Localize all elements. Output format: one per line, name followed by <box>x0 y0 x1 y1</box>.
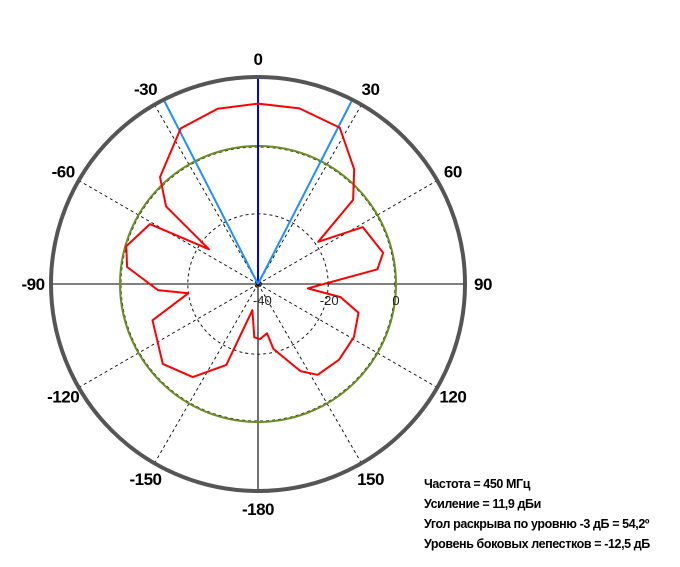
angle-label: 120 <box>439 388 466 407</box>
angular-grid-spoke <box>154 104 259 285</box>
frequency-text: Частота = 450 МГц <box>424 477 530 491</box>
radial-label: -20 <box>320 293 339 308</box>
angle-label: -120 <box>47 388 79 407</box>
gain-text: Усиление = 11,9 дБи <box>424 497 541 511</box>
angle-label: -90 <box>21 275 44 294</box>
beamwidth-text: Угол раскрыва по уровню -3 дБ = 54,2º <box>424 517 650 531</box>
angle-label: -150 <box>129 470 161 489</box>
angular-grid-spoke <box>257 104 362 285</box>
angle-label: 90 <box>474 275 492 294</box>
angular-grid-spoke <box>154 283 259 464</box>
radiation-pattern-line <box>125 102 385 379</box>
angle-label: 60 <box>444 163 462 182</box>
angular-grid-spoke <box>257 283 438 388</box>
labels: 0 30 60 90 120 150 -180 -150 -120 -90 -6… <box>21 50 492 519</box>
angle-label: -60 <box>52 163 75 182</box>
outer-circle <box>49 75 467 493</box>
half-power-beam-line <box>257 101 353 285</box>
angle-label: 150 <box>357 470 384 489</box>
radial-label: 0 <box>392 293 399 308</box>
angle-label: 0 <box>254 50 263 69</box>
angular-grid-spoke <box>78 283 259 388</box>
parameters-legend: Частота = 450 МГц Усиление = 11,9 дБи Уг… <box>424 474 650 554</box>
series-layer <box>125 102 385 379</box>
angle-label: -30 <box>134 80 157 99</box>
sidelobe-level-text: Уровень боковых лепестков = -12,5 дБ <box>424 537 650 551</box>
angle-label: -180 <box>242 500 274 519</box>
angle-label: 30 <box>362 80 380 99</box>
radial-label: -40 <box>253 293 272 308</box>
